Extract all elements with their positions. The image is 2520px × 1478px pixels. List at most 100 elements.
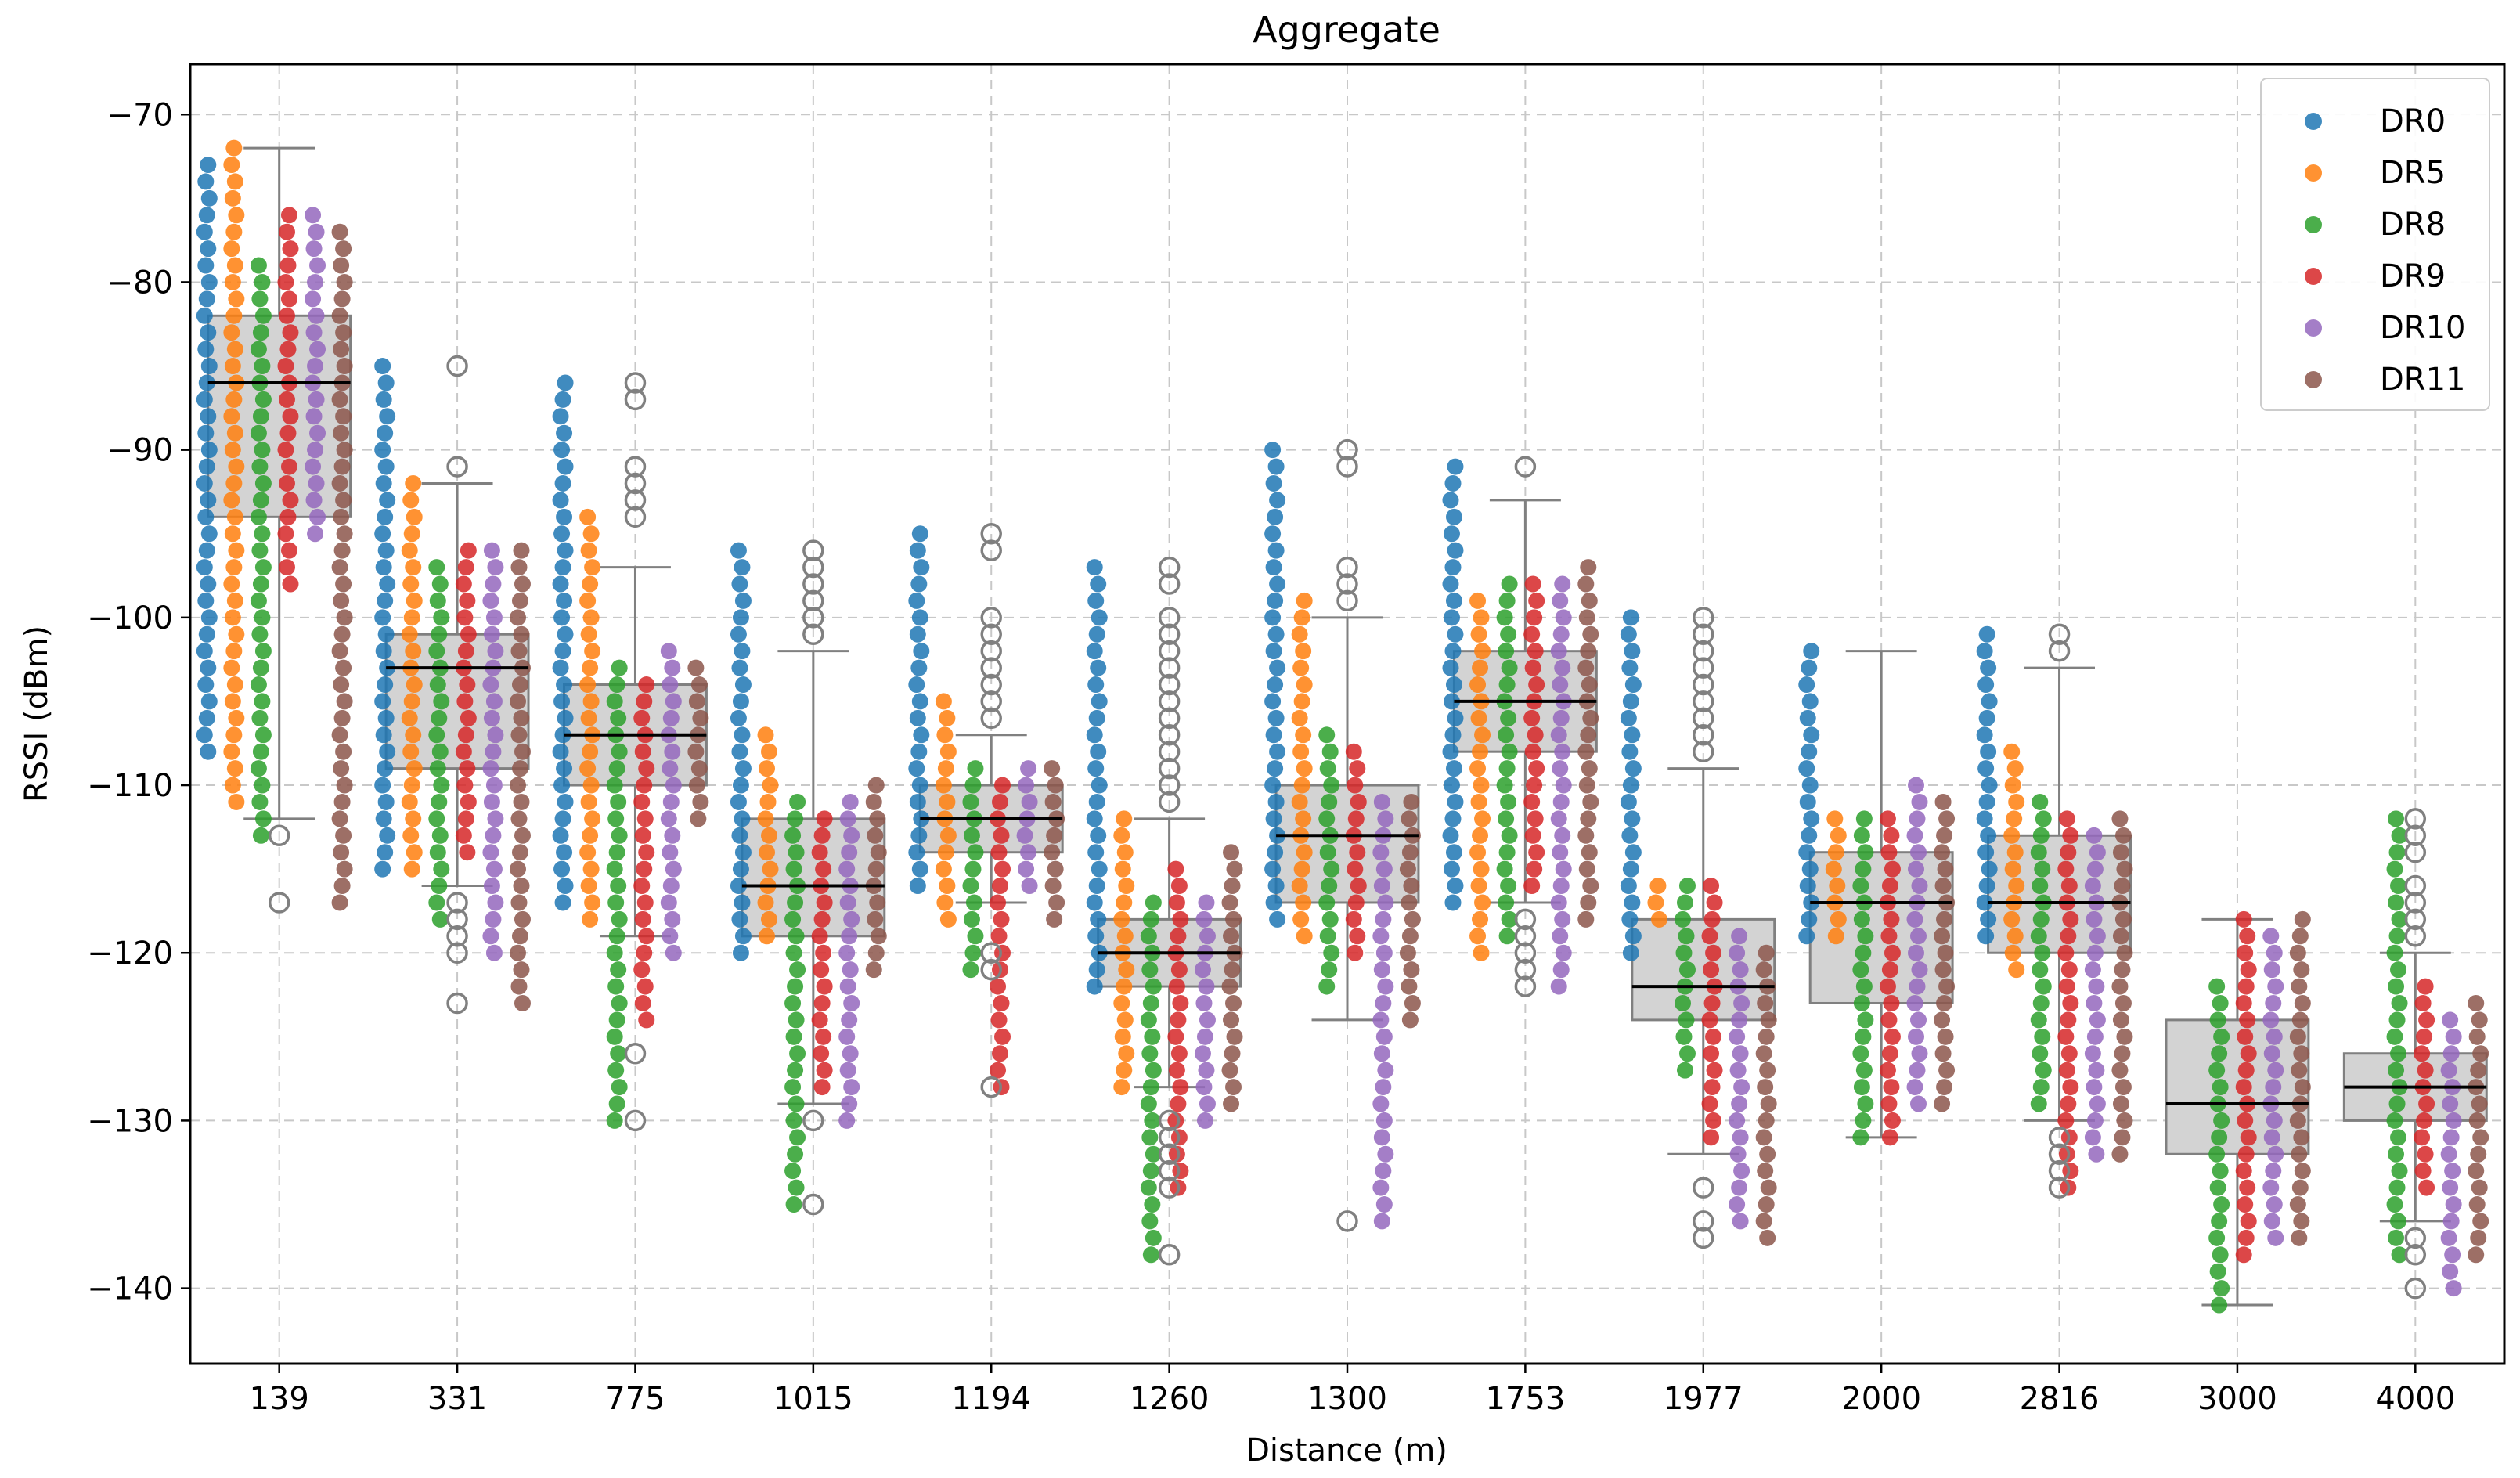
point-dr0 [553,609,571,626]
point-dr8 [250,341,267,358]
point-dr8 [254,525,271,543]
point-dr5 [939,827,957,844]
point-dr11 [513,709,530,726]
point-dr11 [1581,760,1598,777]
point-dr8 [2032,994,2050,1011]
point-dr10 [841,1011,858,1029]
point-dr10 [1372,928,1390,945]
point-dr11 [514,910,531,928]
point-dr0 [1444,726,1462,744]
outlier-marker [2404,908,2427,931]
point-dr0 [1624,676,1642,694]
point-dr0 [554,474,571,492]
point-dr5 [223,743,240,760]
point-dr11 [511,928,528,945]
point-dr10 [305,207,322,224]
point-dr5 [1469,592,1487,609]
point-dr11 [1758,1028,1775,1045]
point-dr10 [842,961,859,979]
point-dr9 [1349,760,1366,777]
point-dr10 [2444,1163,2461,1180]
point-dr10 [2442,1045,2460,1062]
point-dr11 [687,743,705,760]
point-dr5 [228,793,245,810]
point-dr10 [1731,1095,1748,1112]
point-dr9 [456,777,474,794]
point-dr11 [1581,592,1598,609]
point-dr9 [816,978,833,995]
point-dr9 [1524,743,1541,760]
outlier-marker [2404,1227,2427,1249]
point-dr5 [223,240,240,258]
point-dr9 [1523,709,1541,726]
point-dr9 [2418,1095,2435,1112]
outlier-marker [980,707,1002,730]
point-dr9 [636,894,654,911]
point-dr9 [636,978,654,995]
outlier-marker [2048,623,2071,646]
point-dr0 [374,860,391,878]
point-dr10 [1016,827,1033,844]
point-dr0 [377,760,394,777]
point-dr5 [1296,844,1313,861]
point-dr8 [964,777,982,794]
point-dr0 [198,542,215,559]
point-dr10 [305,492,323,509]
point-dr8 [1145,1062,1162,1079]
point-dr8 [1498,844,1516,861]
point-dr9 [2062,827,2079,844]
point-dr8 [608,1011,625,1029]
point-dr10 [662,878,680,895]
point-dr11 [1225,910,1242,928]
point-dr10 [485,860,503,878]
point-dr10 [1729,944,1746,961]
point-dr9 [1524,827,1541,844]
outlier-marker [1158,741,1181,762]
point-dr0 [200,157,217,174]
point-dr0 [552,827,569,844]
point-dr5 [402,492,420,509]
point-dr5 [1293,609,1310,626]
point-dr0 [1267,592,1284,609]
point-dr8 [606,1112,623,1129]
point-dr0 [1620,878,1637,895]
point-dr9 [277,273,294,290]
x-tick-label: 4000 [2375,1381,2455,1417]
point-dr11 [2111,1062,2129,1079]
point-dr9 [2418,1179,2435,1196]
point-dr9 [1883,827,1900,844]
point-dr11 [1582,709,1599,726]
point-dr10 [838,944,856,961]
point-dr9 [815,860,832,878]
point-dr9 [2237,1145,2255,1163]
point-dr9 [2057,860,2075,878]
point-dr9 [1170,1095,1187,1112]
point-dr10 [2086,944,2104,961]
point-dr9 [634,743,651,760]
point-dr0 [1086,726,1103,744]
point-dr5 [1116,1011,1134,1029]
point-dr8 [250,592,267,609]
point-dr0 [1445,844,1462,861]
point-dr0 [1977,760,1995,777]
point-dr11 [510,978,528,995]
point-dr8 [250,760,267,777]
point-dr5 [406,676,423,694]
point-dr11 [514,994,531,1011]
point-dr10 [483,878,500,895]
point-dr8 [1140,1095,1157,1112]
point-dr9 [2060,961,2078,979]
point-dr0 [1088,878,1105,895]
point-dr11 [331,810,348,827]
point-dr0 [734,894,751,911]
point-dr5 [1113,1079,1130,1096]
point-dr8 [787,1062,804,1079]
point-dr8 [787,978,804,995]
point-dr5 [226,592,243,609]
point-dr10 [2265,1163,2282,1180]
point-dr5 [223,575,240,593]
outlier-marker [1336,1210,1358,1232]
point-dr9 [634,910,651,928]
point-dr5 [1469,676,1487,694]
point-dr0 [556,676,573,694]
